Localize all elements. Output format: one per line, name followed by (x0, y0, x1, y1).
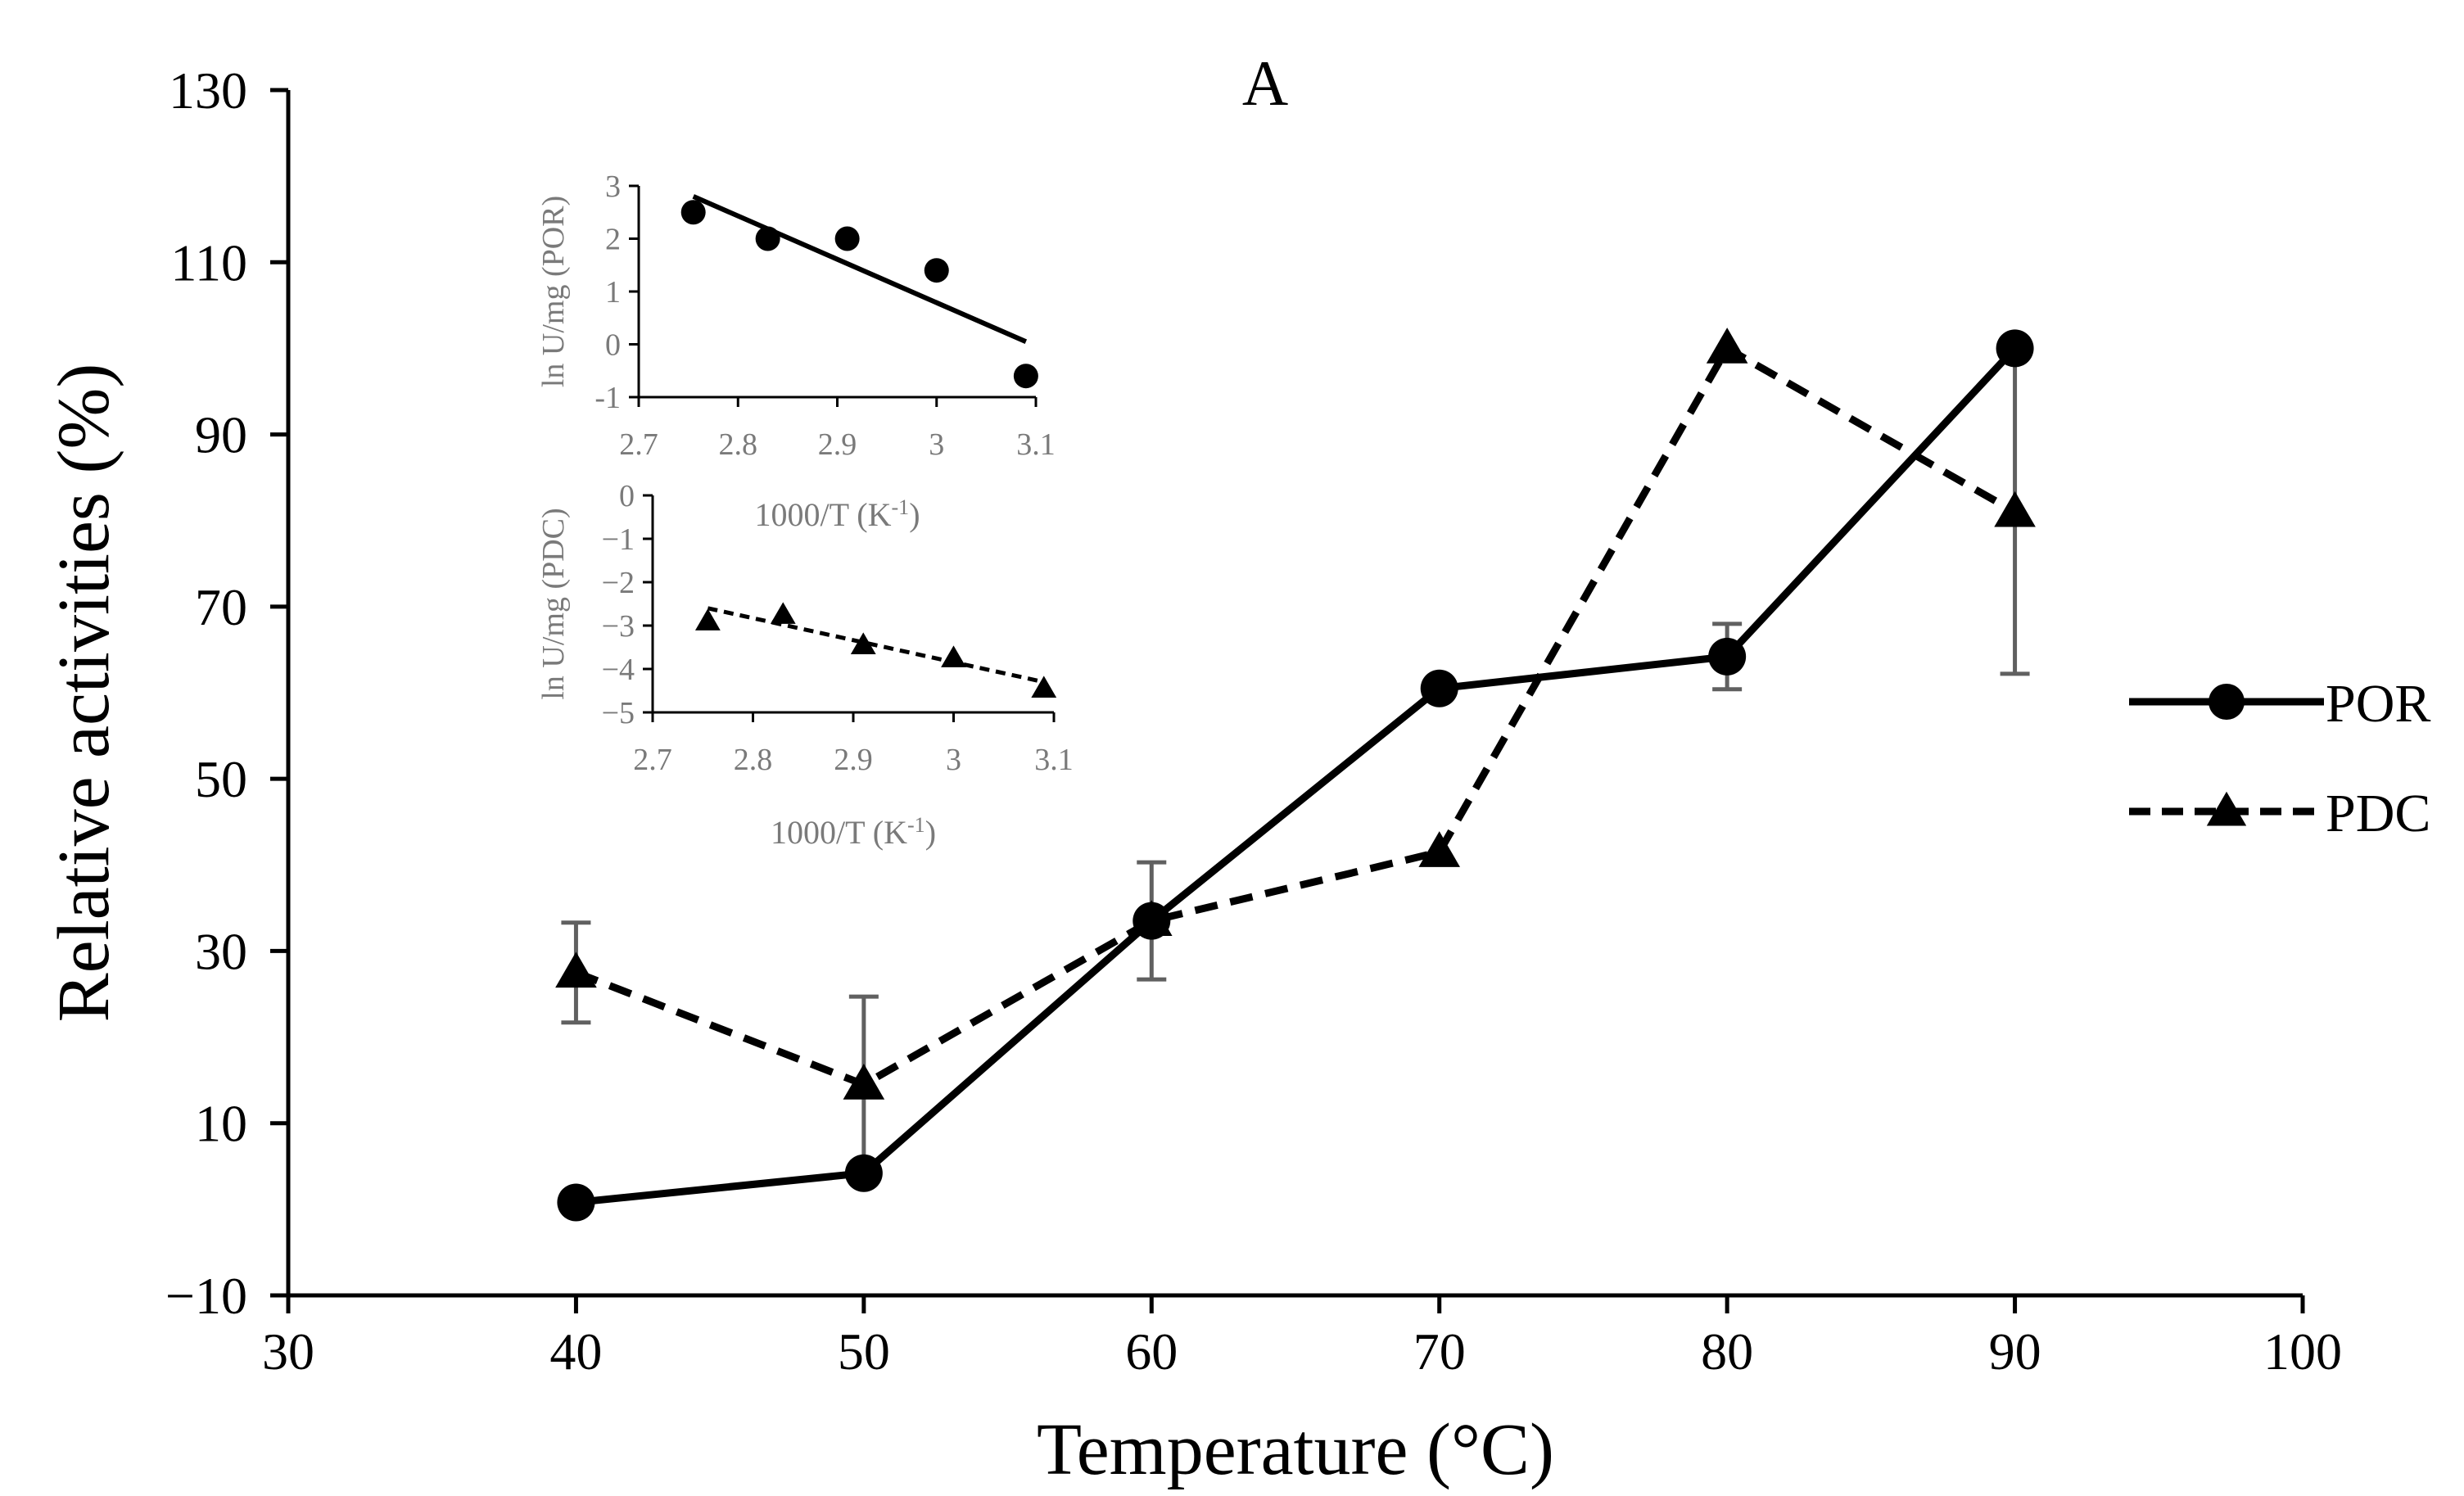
y-tick-label: 30 (195, 922, 247, 980)
inset-y-tick-label: 0 (605, 328, 621, 363)
inset-data-point (1013, 364, 1038, 389)
x-tick-label: 80 (1701, 1322, 1753, 1381)
x-tick-label: 100 (2263, 1322, 2342, 1381)
inset-data-point (850, 632, 876, 655)
x-tick-label: 60 (1125, 1322, 1178, 1381)
x-tick-label: 70 (1413, 1322, 1466, 1381)
series-line-por (575, 346, 2018, 1206)
inset-x-tick-label: 3 (946, 743, 961, 777)
data-point-por (1996, 329, 2034, 368)
x-tick-label: 30 (262, 1322, 314, 1381)
y-tick-label: 50 (195, 750, 247, 808)
inset-data-point (770, 602, 796, 624)
legend-marker-pdc (2206, 791, 2247, 826)
inset-x-tick-label: 3.1 (1034, 743, 1074, 777)
inset-data-point (924, 258, 949, 283)
x-tick-label: 50 (838, 1322, 890, 1381)
inset-data-point (680, 200, 706, 225)
x-tick-label: 40 (549, 1322, 602, 1381)
inset-data-point (755, 226, 780, 251)
inset-trendline (707, 606, 1045, 685)
inset-y-tick-label: −1 (602, 522, 635, 557)
inset-y-tick-label: 2 (605, 223, 621, 257)
x-axis-label: Temperature (°C) (1037, 1409, 1554, 1490)
inset-y-tick-label: −3 (602, 609, 635, 644)
inset-x-axis-label: 1000/T (K-1) (754, 495, 920, 533)
data-point-por (844, 1154, 883, 1192)
inset-x-tick-label: 2.7 (619, 427, 658, 462)
data-point-pdc (1706, 328, 1748, 364)
inset-x-tick-label: 3 (929, 427, 944, 462)
inset-x-tick-label: 2.8 (734, 743, 773, 777)
inset-y-tick-label: 3 (605, 169, 621, 204)
inset-y-tick-label: 0 (619, 479, 635, 513)
y-tick-label: −10 (165, 1267, 247, 1325)
inset-x-axis-label: 1000/T (K-1) (771, 813, 936, 851)
legend-label-por: POR (2326, 674, 2430, 734)
y-tick-label: 10 (195, 1095, 247, 1153)
x-tick-label: 90 (1989, 1322, 2041, 1381)
inset-y-axis-label: ln U/mg (POR) (536, 196, 571, 387)
legend-marker-por (2209, 684, 2245, 720)
data-point-pdc (1994, 490, 2036, 527)
inset-y-axis-label: ln U/mg (PDC) (536, 508, 571, 699)
inset-y-tick-label: 1 (605, 275, 621, 310)
y-tick-label: 110 (170, 233, 247, 292)
data-point-pdc (1418, 831, 1461, 867)
data-point-por (1420, 669, 1458, 707)
y-tick-label: 70 (195, 578, 247, 636)
inset-x-tick-label: 2.7 (633, 743, 672, 777)
y-tick-label: 130 (169, 61, 247, 120)
inset-y-tick-label: -1 (595, 381, 621, 415)
inset-y-tick-label: −4 (602, 653, 635, 687)
series-line-pdc (574, 344, 2017, 1088)
inset-data-point (1031, 676, 1057, 698)
y-axis-label: Relative activities (%) (43, 364, 124, 1023)
chart-title: A (1242, 47, 1288, 119)
legend-label-pdc: PDC (2326, 784, 2430, 843)
inset-trendline (692, 194, 1028, 345)
data-point-pdc (843, 1064, 885, 1100)
data-point-por (557, 1183, 595, 1222)
data-point-pdc (555, 951, 597, 988)
inset-y-tick-label: −5 (602, 696, 635, 730)
inset-y-tick-label: −2 (602, 566, 635, 600)
inset-data-point (941, 645, 966, 667)
inset-x-tick-label: 2.9 (834, 743, 873, 777)
data-point-pdc (1130, 900, 1173, 936)
inset-x-tick-label: 2.9 (818, 427, 857, 462)
inset-x-tick-label: 2.8 (719, 427, 758, 462)
inset-x-tick-label: 3.1 (1016, 427, 1056, 462)
inset-data-point (834, 226, 860, 251)
data-point-por (1708, 637, 1747, 676)
y-tick-label: 90 (195, 406, 247, 464)
inset-data-point (694, 608, 721, 630)
